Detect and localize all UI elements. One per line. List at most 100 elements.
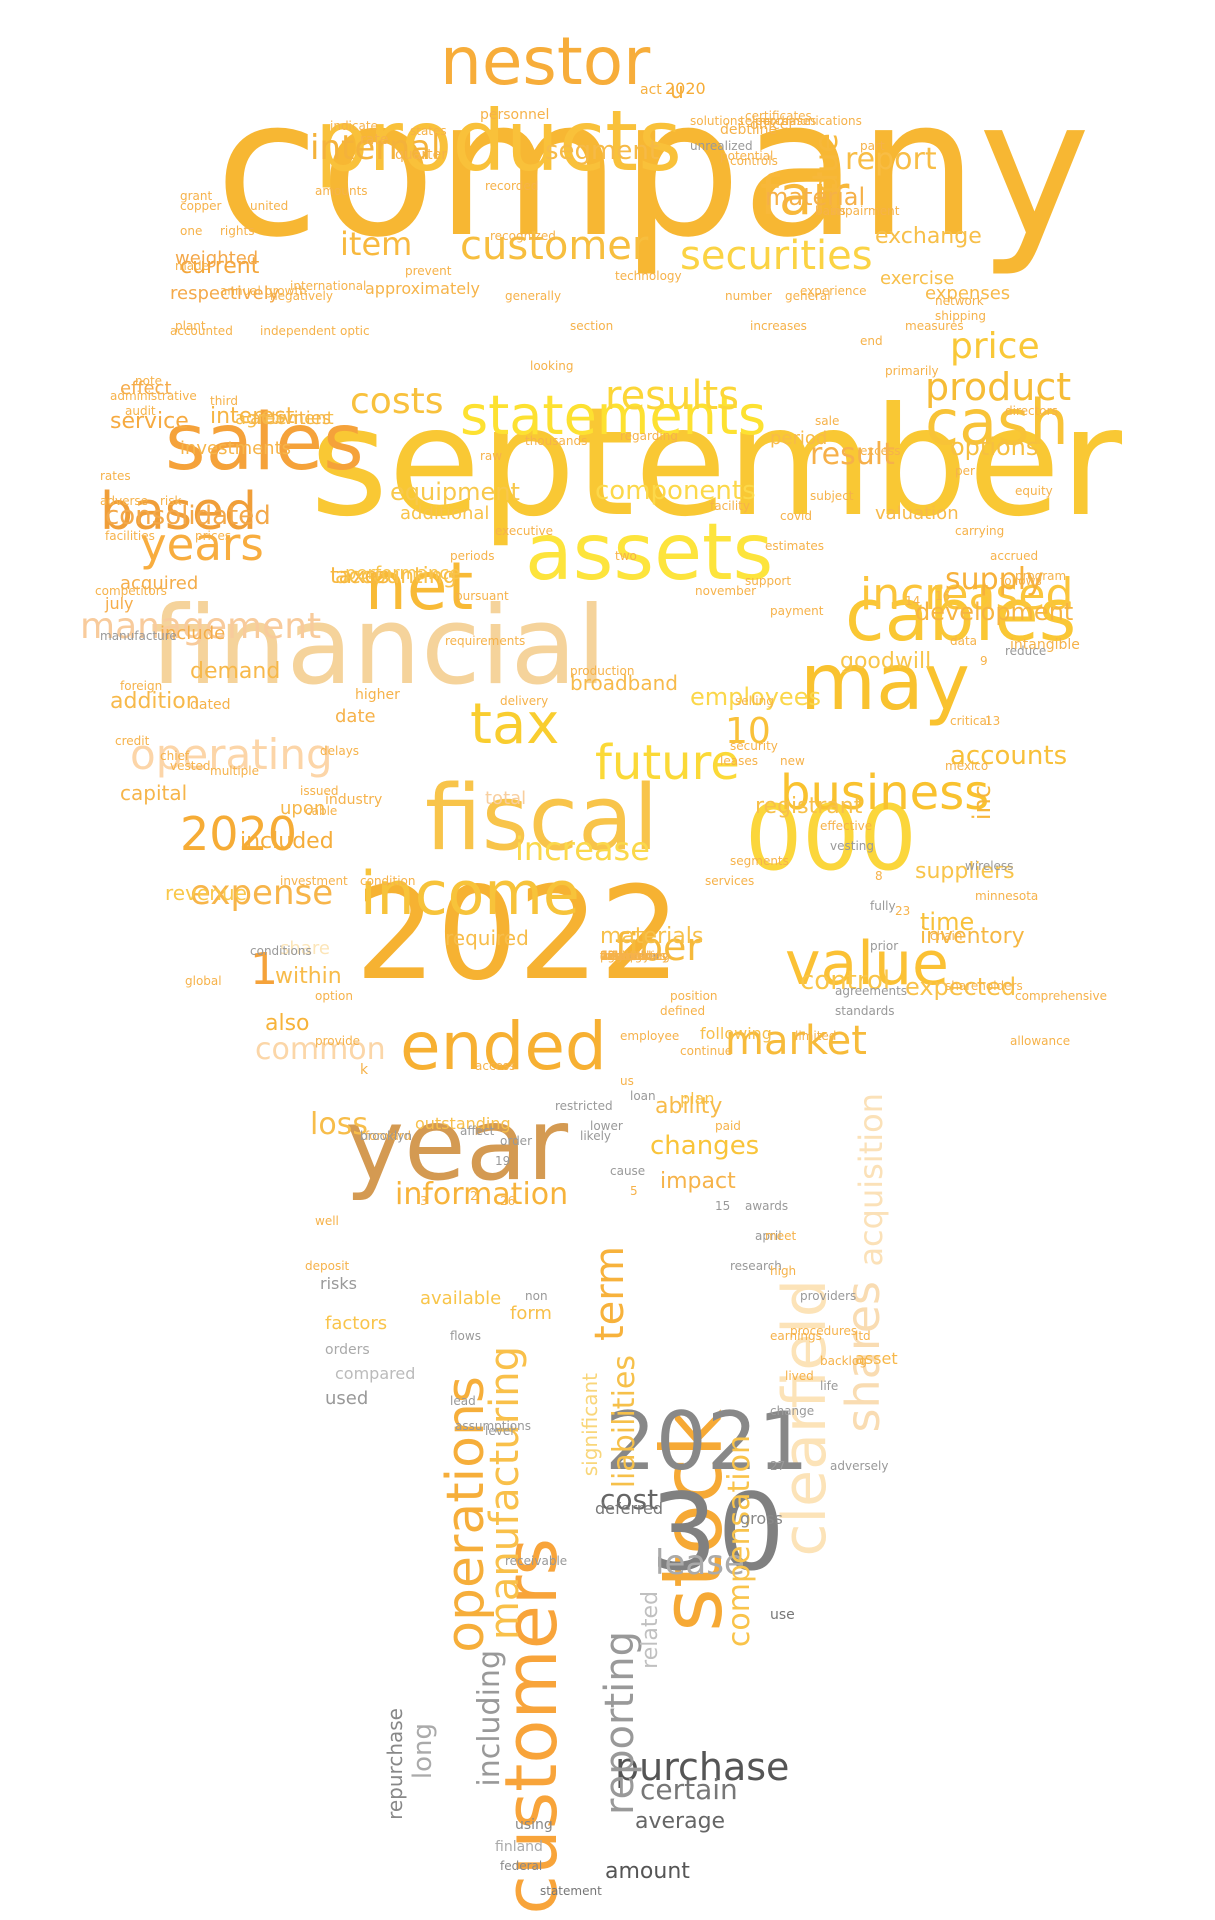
cloud-word: ability	[655, 1094, 723, 1120]
cloud-word: operating	[130, 730, 333, 780]
cloud-word: shareholders	[945, 978, 1023, 993]
cloud-word: activities	[250, 407, 332, 429]
cloud-word: demand	[190, 659, 281, 685]
cloud-word: affect	[460, 1123, 495, 1138]
cloud-word: delays	[320, 743, 360, 758]
cloud-word: results	[605, 373, 740, 419]
cloud-word: time	[920, 907, 975, 936]
cloud-word: compared	[335, 1364, 416, 1384]
cloud-word: reduce	[1005, 643, 1047, 658]
cloud-word: period	[770, 427, 828, 449]
cloud-word: made	[175, 258, 210, 273]
cloud-word: shipping	[935, 308, 986, 323]
cloud-word: form	[510, 1302, 552, 1324]
cloud-word: uncertainty	[600, 948, 669, 963]
cloud-word: security	[730, 738, 778, 753]
cloud-word: united	[250, 198, 289, 213]
cloud-word: assumptions	[455, 1418, 532, 1433]
cloud-word: report	[845, 141, 937, 177]
cloud-word: 13	[985, 713, 1001, 728]
cloud-word: acquired	[120, 572, 199, 594]
cloud-word: 2	[470, 1188, 478, 1203]
cloud-word: 3	[420, 1193, 428, 1208]
cloud-word: outstanding	[415, 1114, 511, 1134]
cloud-word: rate	[360, 132, 389, 149]
cloud-word: 10	[725, 711, 771, 753]
cloud-word: research	[730, 1258, 782, 1273]
cloud-word: development	[915, 597, 1074, 626]
cloud-word: treasury	[600, 948, 651, 963]
cloud-word: average	[635, 1809, 726, 1835]
cloud-word: cables	[845, 572, 1077, 657]
cloud-word: fiscal	[425, 765, 659, 871]
cloud-word: cable	[305, 803, 338, 818]
cloud-word: standards	[835, 1003, 895, 1018]
cloud-word: consolidated	[105, 500, 271, 531]
cloud-word: april	[755, 1228, 782, 1243]
cloud-word: capital	[120, 781, 188, 805]
cloud-word: 2020	[665, 79, 706, 99]
cloud-word: following	[700, 1024, 772, 1044]
cloud-word: high	[770, 1263, 797, 1278]
cloud-word: taxes	[330, 564, 390, 590]
cloud-word: 2022	[355, 860, 681, 1010]
cloud-word: america	[600, 948, 649, 963]
cloud-word: act	[640, 82, 662, 99]
cloud-word: included	[240, 829, 334, 855]
cloud-word: cost	[600, 1483, 659, 1517]
cloud-word: agreement	[235, 407, 334, 429]
cloud-word: regarding	[620, 428, 678, 443]
cloud-word: plan	[680, 1089, 715, 1109]
cloud-word: various	[600, 948, 644, 963]
cloud-word: orders	[325, 1342, 370, 1359]
cloud-word: administrative	[110, 388, 197, 403]
cloud-word: nestor	[440, 22, 651, 100]
cloud-word: material	[765, 182, 866, 211]
cloud-word: risks	[320, 1274, 357, 1294]
cloud-word: intangible	[1010, 637, 1080, 654]
cloud-word: generally	[505, 288, 562, 303]
cloud-word: deferred	[595, 1499, 663, 1519]
cloud-word: costs	[350, 381, 444, 423]
cloud-word: suppliers	[915, 859, 1015, 885]
cloud-word: affected	[600, 948, 650, 963]
cloud-word: information	[395, 1176, 569, 1212]
cloud-word: order	[500, 1133, 532, 1148]
cloud-word: delivery	[500, 693, 549, 708]
cloud-word: multiple	[210, 763, 260, 778]
cloud-word: periods	[450, 548, 495, 563]
cloud-word: limited	[795, 1028, 837, 1043]
cloud-word: technology	[615, 268, 682, 283]
cloud-word: earnings	[770, 1328, 822, 1343]
cloud-word: revenue	[165, 881, 247, 905]
cloud-word: sale	[815, 413, 840, 428]
cloud-word: 2020	[180, 806, 298, 861]
cloud-word: finland	[495, 1839, 543, 1856]
cloud-word: two	[615, 548, 637, 563]
cloud-word: provide	[315, 1033, 361, 1048]
cloud-word: employee	[620, 1028, 680, 1043]
cloud-word: available	[420, 1287, 502, 1309]
cloud-word: follows	[1000, 573, 1042, 588]
cloud-word: higher	[355, 687, 400, 704]
cloud-word: financial	[150, 584, 607, 710]
cloud-word: approximately	[365, 279, 480, 299]
cloud-word: using	[515, 1817, 553, 1834]
cloud-word: copper	[180, 198, 222, 213]
cloud-word: product	[925, 364, 1072, 409]
cloud-word: independent	[260, 323, 336, 338]
cloud-word: inc	[968, 784, 996, 820]
cloud-word: million	[600, 948, 640, 963]
cloud-word: goodwill	[840, 649, 932, 675]
cloud-word: mexico	[945, 758, 989, 773]
cloud-word: receivable	[505, 1553, 568, 1568]
cloud-word: amounts	[315, 183, 368, 198]
cloud-word: amount	[605, 1859, 690, 1885]
cloud-word: service	[110, 409, 189, 435]
cloud-word: quarter	[395, 147, 447, 164]
cloud-word: broadband	[570, 671, 678, 695]
cloud-word: ltd	[855, 1328, 871, 1343]
cloud-word: flows	[450, 1328, 481, 1343]
cloud-word: asset	[855, 1349, 898, 1369]
